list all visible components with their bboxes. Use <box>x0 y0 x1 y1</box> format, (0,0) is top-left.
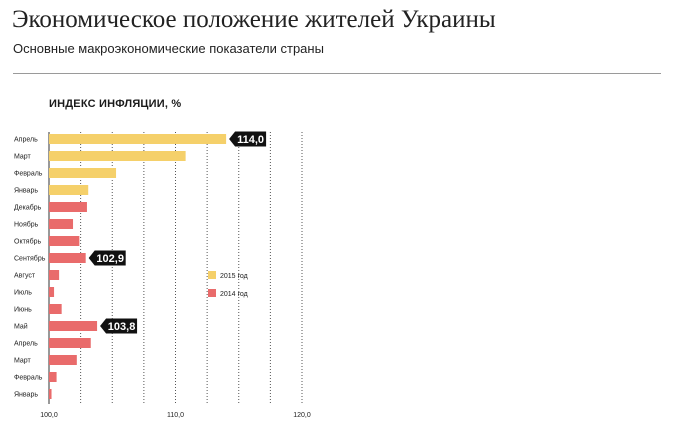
category-label: Июль <box>14 290 32 297</box>
category-label: Октябрь <box>14 238 41 246</box>
category-label: Март <box>14 358 32 365</box>
category-label: Февраль <box>14 375 43 382</box>
bar <box>49 389 52 399</box>
category-label: Декабрь <box>14 204 42 212</box>
category-label: Август <box>14 273 36 280</box>
category-label: Март <box>14 154 32 161</box>
bar <box>49 185 89 195</box>
annotation-label: 114,0 <box>237 134 264 146</box>
page-title: Экономическое положение жителей Украины <box>12 6 496 33</box>
bar <box>49 321 98 331</box>
page-subtitle: Основные макроэкономические показатели с… <box>13 41 324 56</box>
x-tick-label: 110,0 <box>167 412 184 419</box>
bar <box>49 151 186 161</box>
annotation-label: 103,8 <box>108 321 136 333</box>
legend-label: 2014 год <box>220 291 248 298</box>
legend-swatch <box>208 289 216 297</box>
category-label: Май <box>14 323 28 331</box>
bar <box>49 236 80 246</box>
category-label: Январь <box>14 188 38 195</box>
bar <box>49 270 60 280</box>
annotation-label: 102,9 <box>96 253 124 265</box>
bar <box>49 372 57 382</box>
bar <box>49 168 117 178</box>
category-label: Июнь <box>14 307 32 314</box>
bar <box>49 219 74 229</box>
annotation-tag <box>88 250 126 266</box>
x-tick-label: 100,0 <box>40 412 58 419</box>
legend-label: 2015 год <box>220 273 248 280</box>
bar <box>49 202 87 212</box>
category-label: Ноябрь <box>14 221 39 229</box>
x-tick-label: 120,0 <box>293 412 311 419</box>
bar <box>49 355 77 365</box>
annotation-tag <box>229 131 267 147</box>
bar <box>49 253 86 263</box>
header-divider <box>13 73 661 74</box>
bar <box>49 287 55 297</box>
bar <box>49 134 227 144</box>
category-label: Апрель <box>14 341 38 348</box>
category-label: Февраль <box>14 171 43 178</box>
annotation-tag <box>100 318 138 334</box>
bar <box>49 338 91 348</box>
chart-title: ИНДЕКС ИНФЛЯЦИИ, % <box>49 98 182 110</box>
category-label: Сентябрь <box>14 255 46 263</box>
category-label: Январь <box>14 392 38 399</box>
legend-swatch <box>208 271 216 279</box>
category-label: Апрель <box>14 137 38 144</box>
bar <box>49 304 62 314</box>
